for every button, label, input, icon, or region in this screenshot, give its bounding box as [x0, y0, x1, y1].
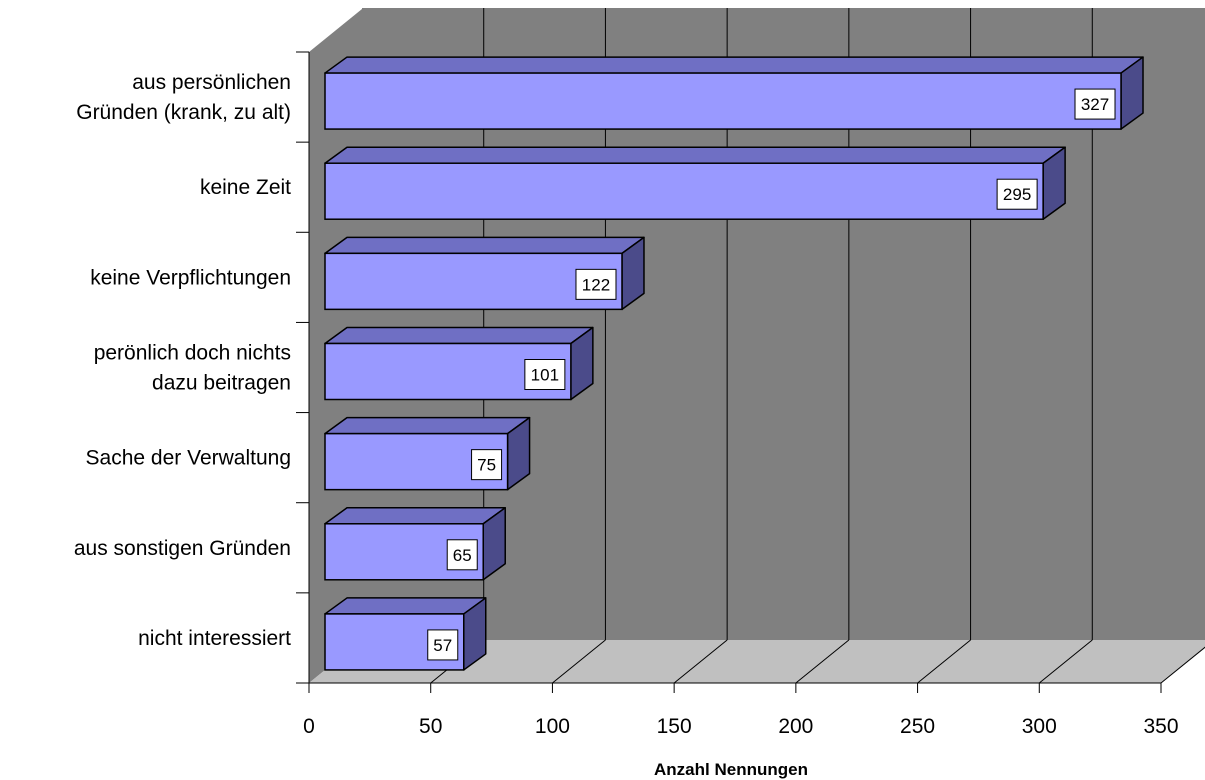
bar-front: [324, 162, 1044, 220]
floor-gridline: [552, 639, 606, 684]
data-label: 295: [1003, 185, 1031, 204]
data-label-box: [575, 268, 617, 300]
x-tick-label: 350: [1143, 715, 1178, 738]
x-tick-label: 300: [1022, 715, 1057, 738]
data-label-box: [471, 449, 503, 481]
bar: [324, 146, 1066, 220]
x-tick-label: 0: [303, 715, 315, 738]
bar-top: [324, 56, 1144, 74]
bar: [324, 56, 1144, 130]
bar-front: [324, 252, 623, 311]
data-label: 101: [531, 366, 559, 385]
axes: [296, 51, 1162, 693]
x-tick-label: 150: [657, 715, 692, 738]
category-label: aus persönlichen: [132, 71, 291, 94]
data-label: 57: [433, 636, 452, 655]
data-label: 65: [453, 546, 472, 565]
x-tick-label: 250: [900, 715, 935, 738]
labels: 0 50 100 150 200 250 300 350 327 aus persönlichen…: [74, 71, 1179, 738]
bar-front: [324, 72, 1122, 130]
data-label-box: [427, 629, 459, 661]
floor-gridline: [1038, 639, 1093, 684]
bar-top: [324, 597, 487, 615]
floor-gridline: [673, 639, 728, 684]
floor-gridline: [1160, 646, 1205, 684]
category-label: keine Verpflichtungen: [90, 266, 291, 289]
x-tick-label: 100: [535, 715, 570, 738]
bar: [324, 597, 487, 671]
x-axis-title: Anzahl Nennungen: [654, 760, 808, 779]
bar: [324, 507, 506, 581]
bars: [324, 56, 1144, 671]
bar-top: [324, 236, 645, 255]
data-label: 75: [477, 456, 496, 475]
x-tick-label: 200: [778, 715, 813, 738]
data-label-box: [524, 359, 566, 390]
x-tick-label: 50: [419, 715, 442, 738]
bar-top: [324, 146, 1066, 164]
category-label: keine Zeit: [200, 176, 291, 199]
data-label-box: [446, 539, 478, 571]
bar: [324, 236, 645, 311]
category-label: dazu beitragen: [152, 372, 291, 395]
floor-gridline: [795, 639, 850, 684]
bar-top: [324, 326, 594, 345]
data-label-box: [1074, 88, 1116, 120]
category-label: Sache der Verwaltung: [86, 447, 291, 470]
data-label: 327: [1081, 95, 1109, 114]
category-label: aus sonstigen Gründen: [74, 537, 291, 560]
bar-top: [324, 507, 506, 525]
bar-top: [324, 416, 531, 435]
floor-gridline: [917, 639, 971, 684]
category-label: nicht interessiert: [138, 627, 291, 650]
category-label: Gründen (krank, zu alt): [76, 101, 291, 124]
category-label: perönlich doch nichts: [94, 342, 291, 365]
data-label-box: [996, 178, 1038, 210]
data-label: 122: [582, 275, 610, 294]
floor: [309, 640, 1205, 683]
